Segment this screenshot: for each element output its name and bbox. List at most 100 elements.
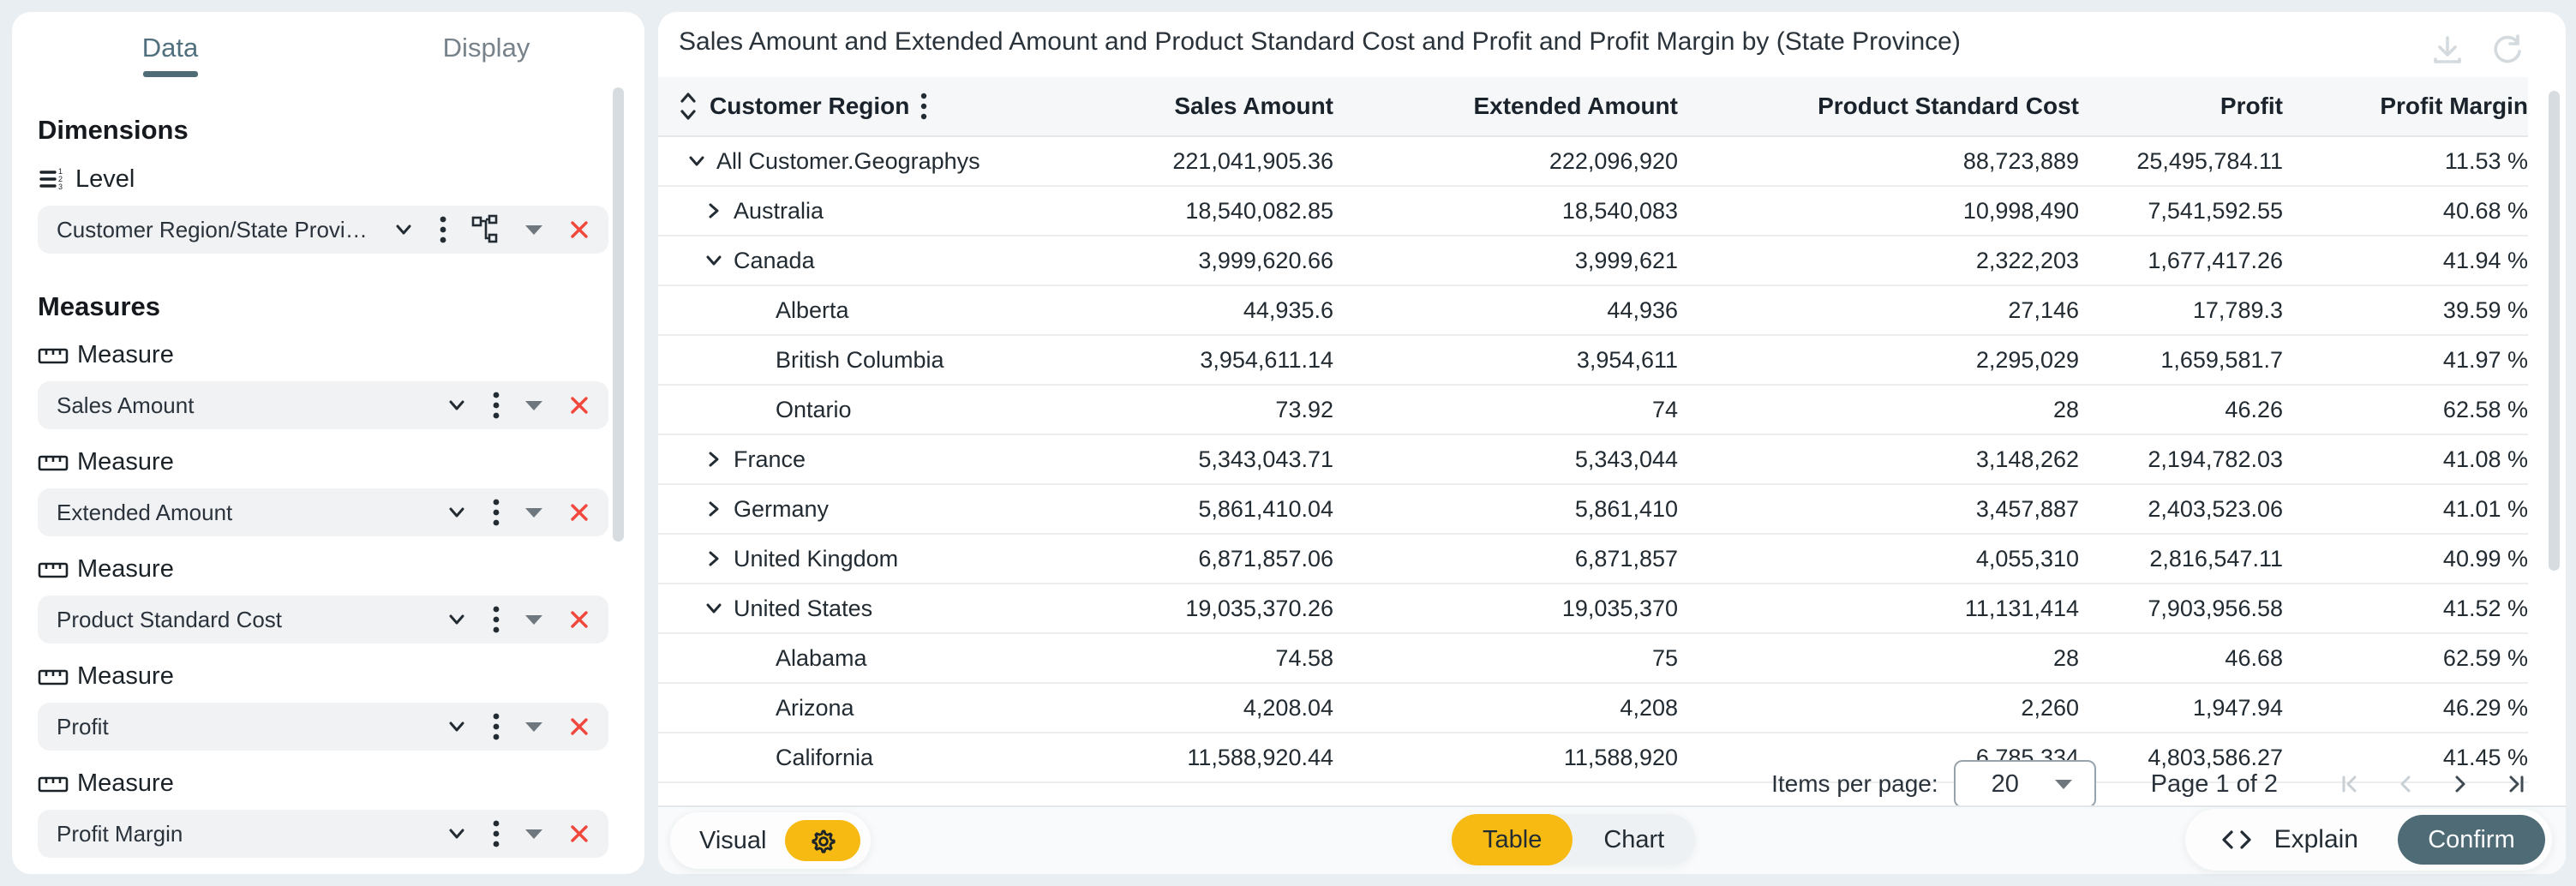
dropdown-triangle-icon[interactable] xyxy=(523,222,545,237)
row-label: British Columbia xyxy=(776,346,944,373)
table-cell: 46.29 % xyxy=(2442,694,2528,721)
chevron-down-icon[interactable] xyxy=(701,596,727,621)
chevron-down-icon[interactable] xyxy=(444,607,470,632)
chevron-down-icon[interactable] xyxy=(391,217,416,242)
table-row[interactable]: All Customer.Geographys 221,041,905.36 22… xyxy=(658,137,2528,187)
chevron-right-icon[interactable] xyxy=(701,198,727,224)
remove-icon[interactable] xyxy=(567,218,591,242)
dropdown-triangle-icon[interactable] xyxy=(523,719,545,734)
column-header[interactable]: Extended Amount xyxy=(1473,93,1678,119)
previous-page-icon[interactable] xyxy=(2393,771,2418,797)
chevron-down-icon[interactable] xyxy=(444,714,470,739)
level-pill[interactable]: Customer Region/State Province: - [Not A… xyxy=(38,206,608,254)
first-page-icon[interactable] xyxy=(2338,771,2363,797)
explain-button[interactable]: Explain xyxy=(2273,825,2358,853)
table-cell: 5,343,043.71 xyxy=(1198,446,1333,472)
row-label: Ontario xyxy=(776,396,852,422)
measures-heading: Measures xyxy=(38,291,161,321)
chevron-down-icon[interactable] xyxy=(444,392,470,418)
chevron-down-icon[interactable] xyxy=(444,500,470,525)
table-cell: 19,035,370.26 xyxy=(1185,595,1333,621)
last-page-icon[interactable] xyxy=(2502,771,2528,797)
table-cell: 62.58 % xyxy=(2442,396,2528,422)
measure-pill[interactable]: Profit xyxy=(38,703,608,751)
chevron-down-icon[interactable] xyxy=(701,248,727,273)
table-chart-toggle: Table Chart xyxy=(1452,814,1696,865)
row-label: United Kingdom xyxy=(734,545,899,572)
ruler-icon xyxy=(38,455,69,470)
table-cell: 1,677,417.26 xyxy=(2148,247,2283,273)
measure-pill[interactable]: Sales Amount xyxy=(38,381,608,429)
svg-text:3: 3 xyxy=(58,183,63,191)
column-header[interactable]: Customer Region xyxy=(710,93,910,119)
table-row[interactable]: Arizona 4,208.04 4,208 2,260 1,947.94 46.29 … xyxy=(658,684,2528,733)
toggle-table[interactable]: Table xyxy=(1452,814,1573,865)
visual-settings-button[interactable] xyxy=(785,820,861,861)
dropdown-triangle-icon[interactable] xyxy=(523,612,545,627)
measure-type-label: Measure xyxy=(77,341,174,368)
remove-icon[interactable] xyxy=(567,822,591,846)
ruler-icon xyxy=(38,345,69,366)
table-row[interactable]: British Columbia 3,954,611.14 3,954,611 2,… xyxy=(658,336,2528,386)
column-header[interactable]: Sales Amount xyxy=(1174,93,1333,119)
main-scrollbar[interactable] xyxy=(2549,91,2560,571)
sort-icon[interactable] xyxy=(677,90,699,123)
sidebar-scrollbar[interactable] xyxy=(613,87,624,542)
dropdown-triangle-icon[interactable] xyxy=(523,826,545,841)
remove-icon[interactable] xyxy=(567,393,591,417)
remove-icon[interactable] xyxy=(567,608,591,632)
table-cell: 3,148,262 xyxy=(1975,446,2079,472)
kebab-menu-icon[interactable] xyxy=(492,391,500,420)
table-row[interactable]: France 5,343,043.71 5,343,044 3,148,262 2,1… xyxy=(658,435,2528,485)
kebab-menu-icon[interactable] xyxy=(492,819,500,848)
table-cell: 75 xyxy=(1651,644,1678,671)
kebab-menu-icon[interactable] xyxy=(492,498,500,527)
column-header[interactable]: Profit Margin xyxy=(2380,93,2528,119)
chevron-down-icon[interactable] xyxy=(684,148,710,174)
kebab-menu-icon[interactable] xyxy=(439,215,447,244)
table-row[interactable]: Australia 18,540,082.85 18,540,083 10,998,… xyxy=(658,187,2528,236)
dimensions-heading: Dimensions xyxy=(38,115,189,145)
table-row[interactable]: Canada 3,999,620.66 3,999,621 2,322,203 1,6… xyxy=(658,236,2528,286)
column-header[interactable]: Profit xyxy=(2220,93,2283,119)
table-row[interactable]: Germany 5,861,410.04 5,861,410 3,457,887 2,… xyxy=(658,485,2528,535)
download-icon[interactable] xyxy=(2429,31,2466,69)
table-row[interactable]: Alberta 44,935.6 44,936 27,146 17,789.3 39.5… xyxy=(658,286,2528,336)
table-row[interactable]: Alabama 74.58 75 28 46.68 62.59 % xyxy=(658,634,2528,684)
table-cell: 11,588,920.44 xyxy=(1187,744,1333,770)
svg-text:1: 1 xyxy=(58,167,63,176)
refresh-icon[interactable] xyxy=(2489,31,2526,69)
tab-data[interactable]: Data xyxy=(12,12,328,84)
remove-icon[interactable] xyxy=(567,715,591,739)
measure-pill[interactable]: Extended Amount xyxy=(38,488,608,536)
table-row[interactable]: Ontario 73.92 74 28 46.26 62.58 % xyxy=(658,386,2528,435)
table-row[interactable]: United Kingdom 6,871,857.06 6,871,857 4,05… xyxy=(658,535,2528,584)
tab-display[interactable]: Display xyxy=(442,33,530,63)
table-cell: 7,903,956.58 xyxy=(2148,595,2283,621)
chevron-right-icon[interactable] xyxy=(701,546,727,572)
chevron-down-icon[interactable] xyxy=(444,821,470,847)
row-label: France xyxy=(734,446,806,472)
gear-icon xyxy=(812,829,836,853)
chevron-right-icon[interactable] xyxy=(701,446,727,472)
remove-icon[interactable] xyxy=(567,500,591,524)
dropdown-triangle-icon[interactable] xyxy=(523,505,545,520)
confirm-button[interactable]: Confirm xyxy=(2398,815,2545,865)
column-header[interactable]: Product Standard Cost xyxy=(1818,93,2079,119)
kebab-menu-icon[interactable] xyxy=(492,605,500,634)
table-cell: 3,999,621 xyxy=(1574,247,1678,273)
table-cell: 4,055,310 xyxy=(1975,545,2079,572)
hierarchy-icon[interactable] xyxy=(470,214,500,245)
kebab-menu-icon[interactable] xyxy=(492,712,500,741)
measure-pill[interactable]: Product Standard Cost xyxy=(38,596,608,644)
toggle-chart[interactable]: Chart xyxy=(1603,825,1665,853)
items-per-page-select[interactable]: 20 xyxy=(1953,760,2096,808)
kebab-menu-icon[interactable] xyxy=(920,92,928,121)
chevron-right-icon[interactable] xyxy=(701,496,727,522)
table-cell: 6,871,857.06 xyxy=(1198,545,1333,572)
next-page-icon[interactable] xyxy=(2447,771,2473,797)
dropdown-triangle-icon[interactable] xyxy=(523,398,545,413)
measure-pill[interactable]: Profit Margin xyxy=(38,810,608,858)
measure-group: Measure Product Standard Cost xyxy=(38,555,608,644)
table-row[interactable]: United States 19,035,370.26 19,035,370 11,… xyxy=(658,584,2528,634)
